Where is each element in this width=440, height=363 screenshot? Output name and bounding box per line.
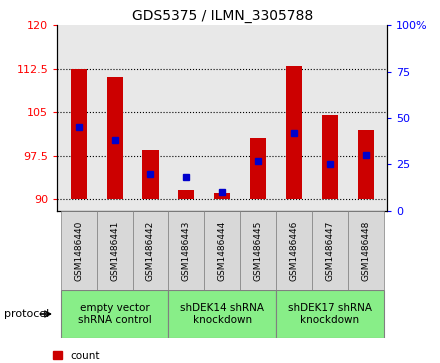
Text: empty vector
shRNA control: empty vector shRNA control: [78, 303, 151, 325]
Bar: [97, 211, 132, 290]
Text: protocol: protocol: [4, 309, 50, 319]
Bar: [61, 211, 97, 290]
Text: GSM1486446: GSM1486446: [290, 220, 298, 281]
Text: GSM1486441: GSM1486441: [110, 220, 119, 281]
Bar: [169, 211, 204, 290]
Bar: [204, 211, 240, 290]
Text: GSM1486442: GSM1486442: [146, 220, 155, 281]
Text: GSM1486440: GSM1486440: [74, 220, 83, 281]
Text: GSM1486444: GSM1486444: [218, 220, 227, 281]
Bar: [178, 190, 194, 199]
Bar: [169, 290, 276, 338]
Bar: [132, 211, 169, 290]
Bar: [358, 130, 374, 199]
Bar: [61, 290, 169, 338]
Legend: count, percentile rank within the sample: count, percentile rank within the sample: [49, 346, 250, 363]
Text: shDEK14 shRNA
knockdown: shDEK14 shRNA knockdown: [180, 303, 264, 325]
Bar: [240, 211, 276, 290]
Bar: [71, 69, 87, 199]
Bar: [322, 115, 338, 199]
Bar: [143, 150, 158, 199]
Text: shDEK17 shRNA
knockdown: shDEK17 shRNA knockdown: [288, 303, 372, 325]
Text: GSM1486445: GSM1486445: [253, 220, 263, 281]
Bar: [106, 77, 123, 199]
Text: GSM1486448: GSM1486448: [361, 220, 370, 281]
Bar: [250, 138, 266, 199]
Bar: [286, 66, 302, 199]
Bar: [312, 211, 348, 290]
Text: GSM1486443: GSM1486443: [182, 220, 191, 281]
Bar: [276, 211, 312, 290]
Bar: [214, 193, 230, 199]
Bar: [276, 290, 384, 338]
Text: GSM1486447: GSM1486447: [325, 220, 334, 281]
Bar: [348, 211, 384, 290]
Title: GDS5375 / ILMN_3305788: GDS5375 / ILMN_3305788: [132, 9, 313, 23]
